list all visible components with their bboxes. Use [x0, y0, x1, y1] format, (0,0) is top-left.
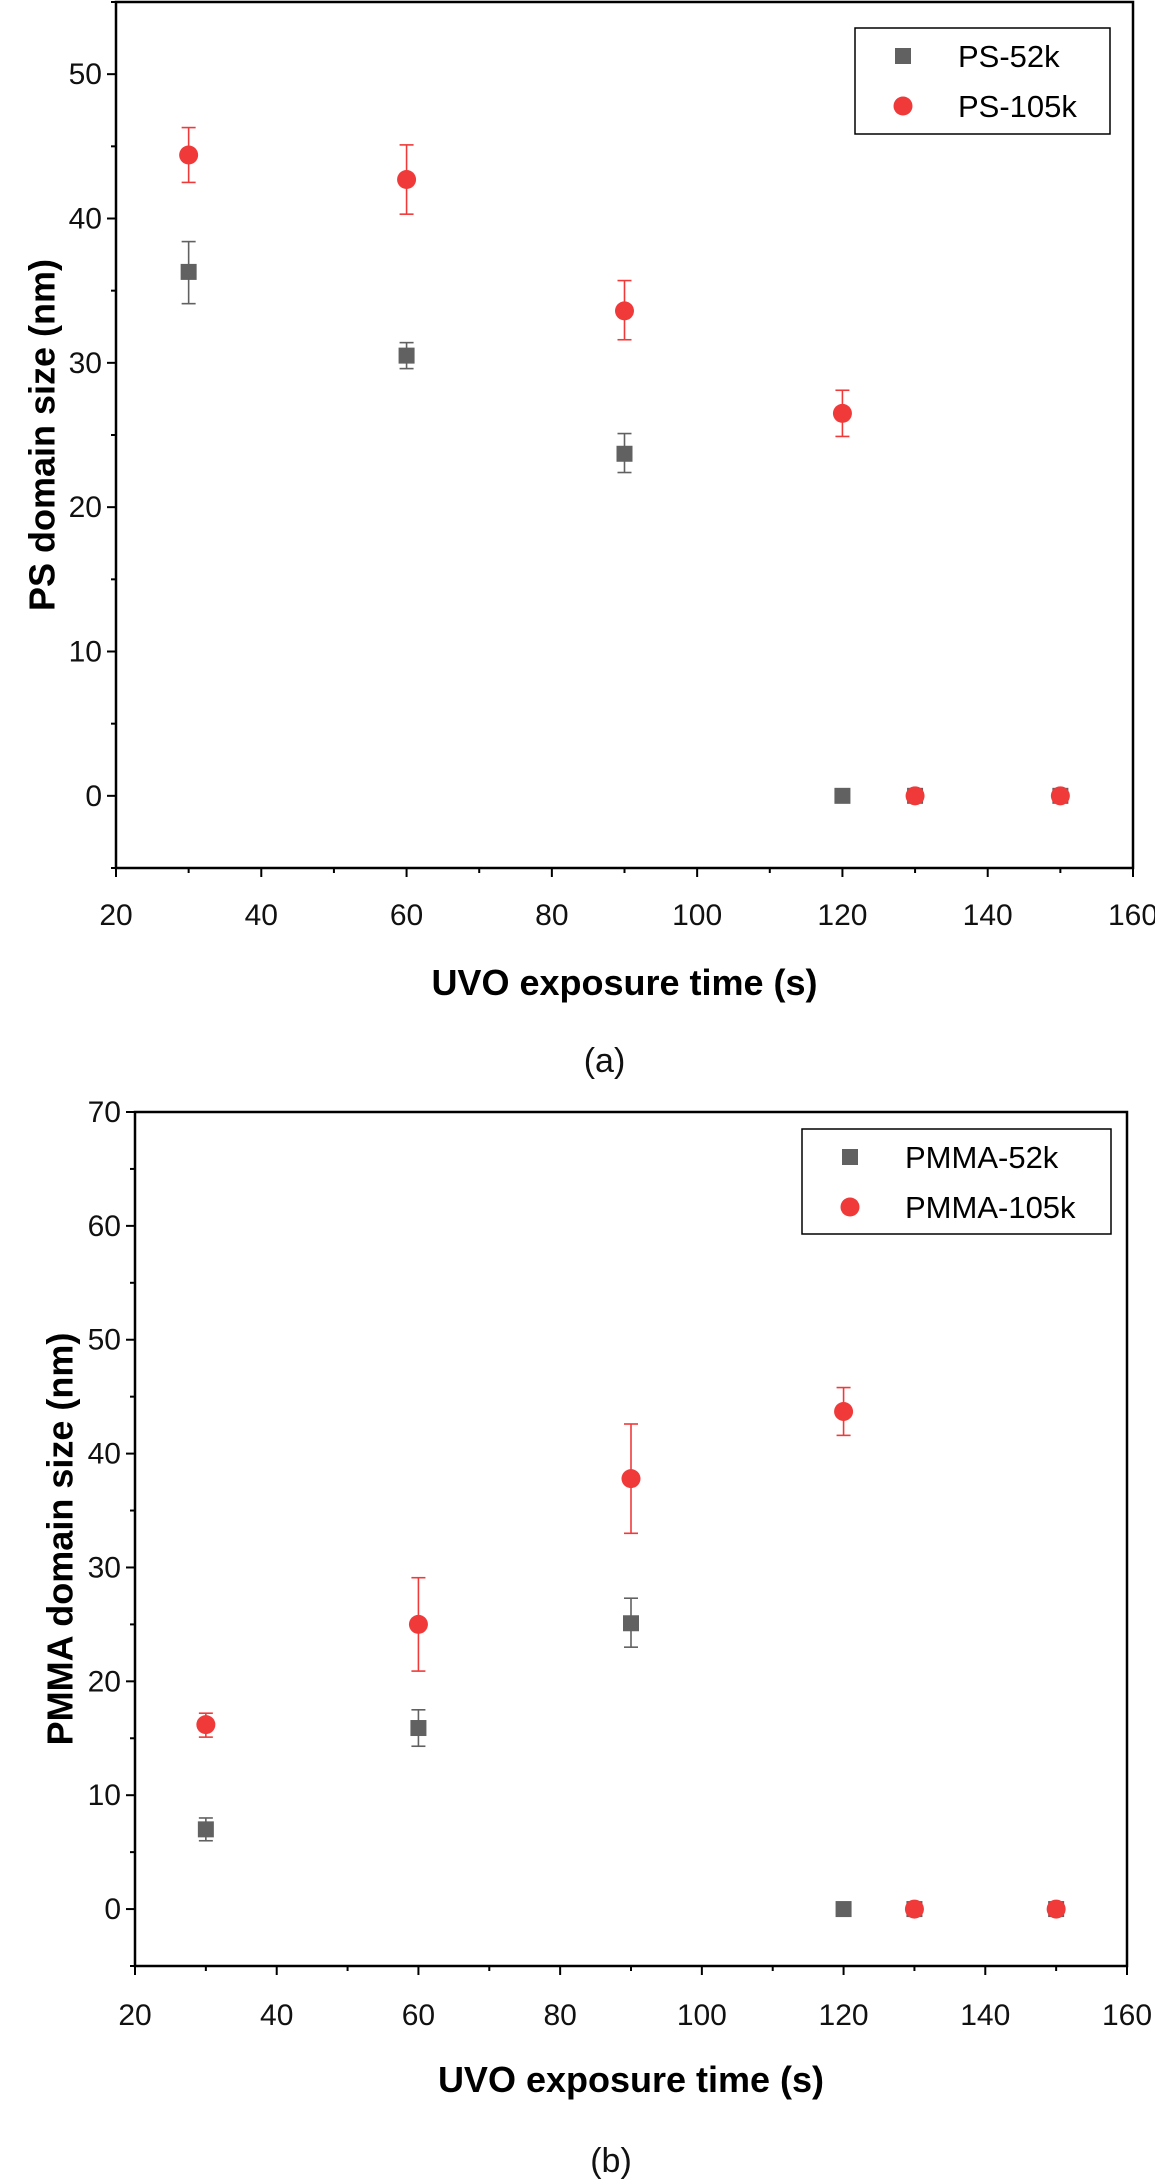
data-point-square: [623, 1615, 639, 1632]
data-point-circle: [196, 1715, 216, 1735]
y-tick-label: 40: [69, 203, 102, 236]
series-pmma-105k: [196, 1386, 1066, 1919]
data-point-circle: [1046, 1899, 1066, 1919]
legend-label: PMMA-105k: [905, 1190, 1076, 1225]
x-tick-label: 20: [99, 899, 132, 932]
legend-marker-square: [895, 48, 911, 64]
y-tick-label: 40: [88, 1438, 121, 1471]
data-point-square: [180, 263, 197, 280]
x-tick-label: 160: [1108, 899, 1155, 932]
legend-label: PS-52k: [958, 39, 1060, 74]
data-point-circle: [621, 1469, 641, 1489]
legend-label: PS-105k: [958, 89, 1077, 124]
x-tick-label: 40: [260, 1999, 293, 2032]
y-tick-label: 10: [69, 636, 102, 669]
y-tick-label: 0: [104, 1893, 121, 1926]
y-axis-title: PS domain size (nm): [22, 259, 63, 611]
data-point-circle: [397, 170, 417, 190]
x-tick-label: 160: [1102, 1999, 1152, 2032]
y-tick-label: 30: [88, 1551, 121, 1584]
x-tick-label: 40: [245, 899, 278, 932]
y-tick-label: 0: [85, 780, 102, 813]
legend: PMMA-52k PMMA-105k: [801, 1128, 1112, 1235]
x-axis-title: UVO exposure time (s): [431, 962, 817, 1003]
x-tick-label: 140: [963, 899, 1013, 932]
legend-marker-circle: [840, 1197, 860, 1217]
data-point-square: [835, 1901, 852, 1918]
legend-marker-square: [842, 1149, 858, 1165]
legend-label: PMMA-52k: [905, 1140, 1059, 1175]
y-tick-label: 50: [88, 1324, 121, 1357]
data-point-square: [197, 1821, 214, 1838]
y-tick-label: 60: [88, 1210, 121, 1243]
x-tick-label: 100: [677, 1999, 727, 2032]
x-tick-label: 80: [535, 899, 568, 932]
data-point-circle: [179, 145, 199, 165]
y-tick-label: 50: [69, 58, 102, 91]
x-tick-label: 120: [817, 899, 867, 932]
data-point-square: [616, 445, 633, 462]
data-point-circle: [904, 1899, 924, 1919]
y-tick-label: 20: [69, 491, 102, 524]
legend-box: [801, 1128, 1112, 1235]
series-pmma-52k: [197, 1597, 1065, 1918]
data-point-square: [398, 347, 415, 364]
panel-caption: (a): [584, 1042, 626, 1080]
x-tick-label: 20: [118, 1999, 151, 2032]
x-tick-label: 80: [543, 1999, 576, 2032]
legend-box: [854, 27, 1111, 135]
data-point-circle: [834, 1401, 854, 1421]
chart-a: 20 40 60 80 100 120 140 160 0 10 20 30 40 50 UVO expos…: [22, 0, 1155, 1080]
x-tick-label: 120: [819, 1999, 869, 2032]
panel-caption: (b): [590, 2142, 632, 2179]
plot-frame: [133, 1110, 1129, 1968]
y-tick-label: 20: [88, 1665, 121, 1698]
data-point-circle: [832, 403, 852, 423]
x-axis-title: UVO exposure time (s): [438, 2059, 824, 2100]
x-tick-label: 100: [672, 899, 722, 932]
data-point-square: [834, 787, 851, 804]
y-tick-label: 10: [88, 1779, 121, 1812]
data-point-circle: [905, 786, 925, 806]
data-point-circle: [408, 1614, 428, 1634]
y-tick-label: 30: [69, 347, 102, 380]
legend-marker-circle: [893, 96, 913, 116]
y-tick-label: 70: [88, 1096, 121, 1129]
x-tick-label: 140: [960, 1999, 1010, 2032]
x-tick-label: 60: [390, 899, 423, 932]
legend: PS-52k PS-105k: [854, 27, 1111, 135]
chart-b: 20 40 60 80 100 120 140 160 0 10 20 30 40 50 60 70 UVO e…: [40, 1096, 1152, 2179]
data-point-square: [410, 1720, 427, 1737]
y-axis-title: PMMA domain size (nm): [40, 1333, 81, 1746]
data-point-circle: [615, 301, 634, 321]
data-point-circle: [1050, 786, 1070, 806]
series-ps-105k: [179, 126, 1070, 806]
x-tick-label: 60: [402, 1999, 435, 2032]
